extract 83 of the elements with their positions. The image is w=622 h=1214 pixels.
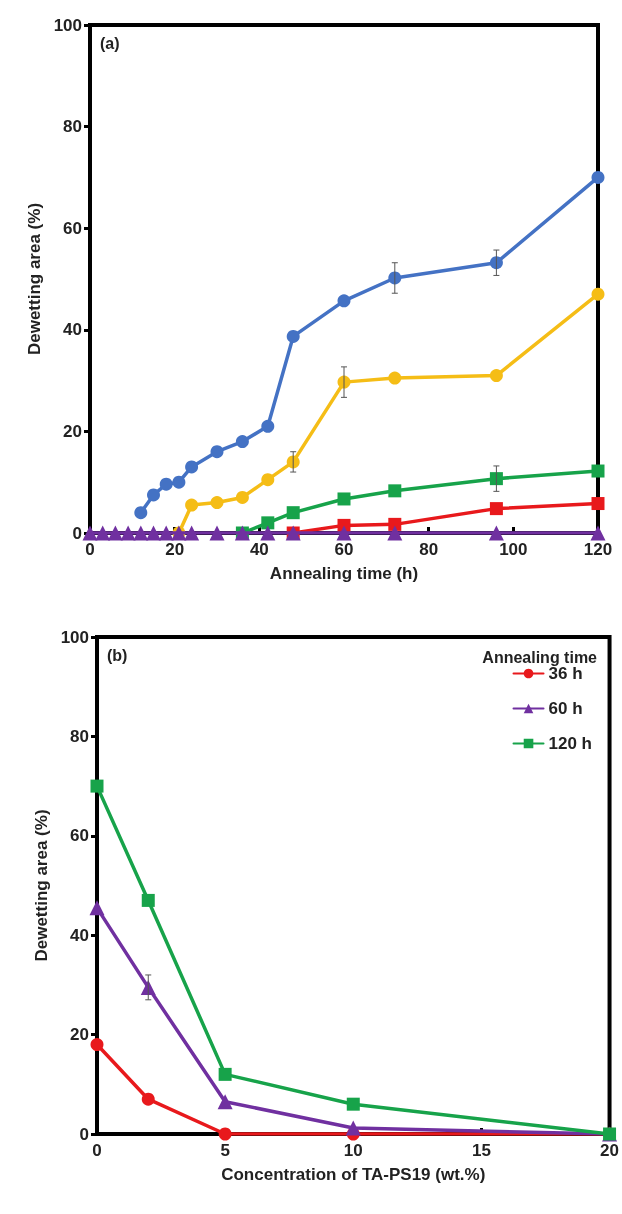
point xyxy=(489,472,503,486)
y-tick-label: 80 xyxy=(63,117,82,137)
point xyxy=(337,492,351,506)
point xyxy=(345,1120,361,1136)
point xyxy=(260,525,276,541)
y-axis-title: Dewetting area (%) xyxy=(24,202,44,356)
x-axis-title: Concentration of TA-PS19 (wt.%) xyxy=(221,1165,486,1184)
y-tick-label: 20 xyxy=(63,421,82,441)
point xyxy=(388,484,402,498)
legend-label: 60 h xyxy=(548,699,583,718)
point xyxy=(90,779,104,793)
point xyxy=(89,900,105,916)
point xyxy=(387,525,403,541)
point xyxy=(286,329,300,343)
point xyxy=(286,506,300,520)
point xyxy=(185,460,199,474)
y-tick-label: 0 xyxy=(79,1124,89,1144)
point xyxy=(336,525,352,541)
point xyxy=(141,1092,155,1106)
point xyxy=(591,170,605,184)
point xyxy=(184,525,200,541)
x-tick-label: 0 xyxy=(92,1141,102,1160)
point xyxy=(218,1067,232,1081)
y-tick-label: 60 xyxy=(63,218,82,238)
annotation: (a) xyxy=(100,34,120,52)
point xyxy=(185,498,199,512)
point xyxy=(95,525,111,541)
point xyxy=(141,893,155,907)
point xyxy=(591,464,605,478)
x-tick-label: 100 xyxy=(499,540,528,559)
point xyxy=(337,294,351,308)
y-tick-label: 40 xyxy=(70,925,89,945)
x-axis-title: Annealing time (h) xyxy=(269,564,419,583)
legend-label: 120 h xyxy=(548,734,593,753)
y-tick-label: 40 xyxy=(63,320,82,340)
point xyxy=(158,525,174,541)
point xyxy=(488,525,504,541)
point xyxy=(134,506,148,520)
annotation: (b) xyxy=(107,646,128,664)
point xyxy=(489,502,503,516)
point xyxy=(210,445,224,459)
point xyxy=(590,525,606,541)
point xyxy=(388,517,402,531)
point xyxy=(261,473,275,487)
point xyxy=(235,435,249,449)
x-tick-label: 60 xyxy=(334,540,354,559)
point xyxy=(591,287,605,301)
point xyxy=(107,525,123,541)
point xyxy=(82,525,98,541)
y-tick-label: 100 xyxy=(60,627,89,647)
x-tick-label: 80 xyxy=(419,540,439,559)
legend-title: Annealing time xyxy=(482,648,598,666)
y-tick-label: 60 xyxy=(70,826,89,846)
y-tick-label: 100 xyxy=(53,15,82,35)
y-tick-label: 20 xyxy=(70,1025,89,1045)
point xyxy=(261,419,275,433)
point xyxy=(147,488,160,502)
point xyxy=(235,490,249,504)
point xyxy=(209,525,225,541)
point xyxy=(90,1038,104,1052)
point xyxy=(217,1094,233,1110)
point xyxy=(218,1127,232,1141)
y-axis-title: Dewetting area (%) xyxy=(31,809,51,962)
point xyxy=(172,475,186,489)
point xyxy=(210,496,224,510)
point xyxy=(388,371,402,385)
point xyxy=(261,516,275,530)
x-tick-label: 120 xyxy=(583,540,613,559)
point xyxy=(159,477,173,491)
x-tick-label: 40 xyxy=(249,540,269,559)
x-tick-label: 10 xyxy=(343,1141,363,1160)
point xyxy=(133,525,149,541)
point xyxy=(346,1097,360,1111)
x-tick-label: 20 xyxy=(600,1141,620,1160)
point xyxy=(489,369,503,383)
x-tick-label: 15 xyxy=(471,1141,491,1160)
point xyxy=(591,497,605,511)
y-tick-label: 0 xyxy=(72,523,82,543)
point xyxy=(146,525,161,541)
x-tick-label: 5 xyxy=(220,1141,230,1160)
x-tick-label: 20 xyxy=(165,540,185,559)
point xyxy=(120,525,136,541)
y-tick-label: 80 xyxy=(70,726,89,746)
